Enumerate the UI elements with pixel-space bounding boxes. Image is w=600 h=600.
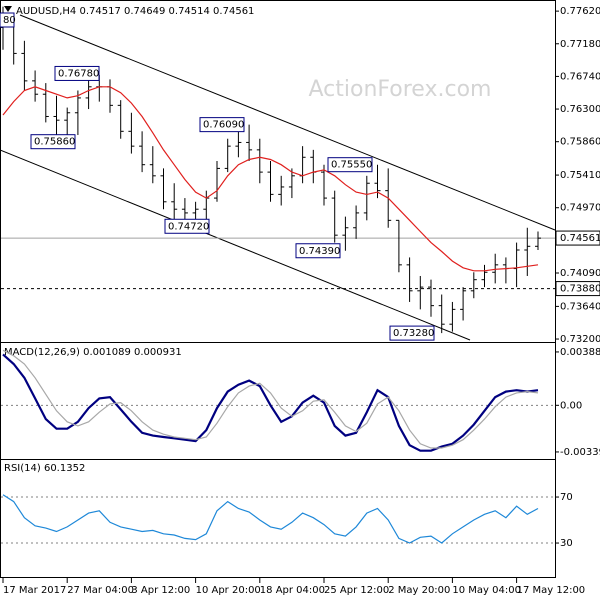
y-tick-label: -0.00339 [560,447,600,458]
annotation-label: 0.75860 [34,137,75,148]
series-line [2,86,539,272]
channel-lower [0,149,471,341]
y-tick-label: 0.74090 [560,268,600,279]
series-line [2,353,539,452]
annotation-box [199,117,245,133]
annotation-label: 0.76780 [58,68,99,79]
annotation-box [30,134,76,150]
x-tick-label: 10 Apr 20:00 [196,585,261,596]
y-tick-label: 0.75860 [560,137,600,148]
annotation-label: 0.74720 [168,221,209,232]
y-tick-label: 0.77620 [560,6,600,17]
price-level-box [555,281,600,297]
y-tick-label: 0.74970 [560,203,600,214]
y-tick-label: 70 [560,492,573,503]
watermark: ActionForex.com [309,77,492,102]
y-tick-label: 0.77180 [560,39,600,50]
annotation-box [0,12,15,28]
annotation-label: 0.76090 [203,120,244,131]
annotation-box [164,218,210,234]
price-level-box [555,230,600,246]
annotation-label: 0.74390 [299,246,340,257]
x-tick-label: 17 Mar 2017 [3,585,66,596]
annotation-box [327,157,373,173]
x-tick-label: 17 May 12:00 [517,585,586,596]
y-tick-label: 30 [560,538,573,549]
series-line [2,349,539,449]
y-tick-label: 0.73200 [560,334,600,345]
price-level-label: 0.73880 [560,284,600,295]
y-tick-label: 0.73640 [560,301,600,312]
x-tick-label: 25 Apr 12:00 [324,585,389,596]
x-tick-label: 3 Apr 12:00 [131,585,190,596]
annotation-label: 0.75550 [331,160,372,171]
series-line [2,494,539,544]
panel-title: RSI(14) 60.1352 [4,463,85,474]
panel-title: AUDUSD,H4 0.74517 0.74649 0.74514 0.7456… [16,6,254,17]
panel-title: MACD(12,26,9) 0.001089 0.000931 [4,347,182,358]
x-tick-label: 2 May 20:00 [388,585,450,596]
y-tick-label: 0.00 [560,400,582,411]
y-tick-label: 0.76300 [560,104,600,115]
y-tick-label: 0.75410 [560,170,600,181]
annotation-label: 0.73280 [393,328,434,339]
x-tick-label: 10 May 04:00 [452,585,521,596]
annotation-box [54,65,100,81]
x-tick-label: 18 Apr 04:00 [260,585,325,596]
symbol-menu-icon[interactable] [4,6,12,12]
y-tick-label: 0.76740 [560,71,600,82]
y-tick-label: 0.00388 [560,347,600,358]
annotation-box [295,243,341,259]
channel-upper [19,14,556,231]
annotation-label: 80 [3,15,16,26]
price-level-label: 0.74561 [560,233,600,244]
annotation-box [389,325,435,341]
x-tick-label: 27 Mar 04:00 [67,585,134,596]
